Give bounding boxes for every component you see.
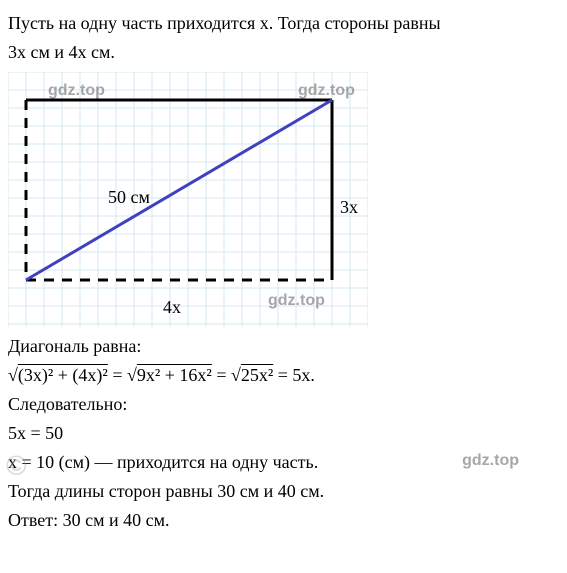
problem-text-2: 3x см и 4x см. [8,39,559,66]
sqrt-2: √9x² + 16x² [127,365,212,385]
sqrt-1: √(3x)² + (4x)² [8,365,108,385]
problem-text-1: Пусть на одну часть приходится x. Тогда … [8,10,559,37]
sqrt-3: √25x² [231,365,273,385]
text-7: Тогда длины сторон равны 30 см и 40 см. [8,481,324,501]
therefore-text: Следовательно: [8,391,559,418]
formula-p1: (3x)² + (4x)² [18,365,108,385]
result-text: Тогда длины сторон равны 30 см и 40 см. [8,478,559,505]
watermark-3: gdz.top [268,292,325,310]
geometry-diagram: gdz.top gdz.top gdz.top 50 см 3x 4x [8,72,368,327]
formula-p2: 9x² + 16x² [137,365,212,385]
side-right-label: 3x [340,197,358,218]
watermark-4: gdz.top [462,449,519,473]
text-1: Пусть на одну часть приходится x. Тогда … [8,13,441,33]
formula-p3: 25x² [241,365,273,385]
diagram-svg [8,72,368,327]
side-bottom-label: 4x [163,297,181,318]
text-5: 5x = 50 [8,423,63,443]
text-6: x = 10 (см) — приходится на одну часть. [8,452,318,472]
eq-1: = [112,365,127,385]
text-4: Следовательно: [8,394,127,414]
text-3: Диагональ равна: [8,336,141,356]
eq-line-2: © x = 10 (см) — приходится на одну часть… [8,449,559,476]
diag-text: Диагональ равна: [8,333,559,360]
copyright-icon: © [6,445,27,487]
eq-line-1: 5x = 50 [8,420,559,447]
watermark-2: gdz.top [298,82,355,100]
eq-2: = [216,365,231,385]
diagonal-label: 50 см [108,187,150,208]
formula-line: √(3x)² + (4x)² = √9x² + 16x² = √25x² = 5… [8,362,559,389]
text-8: Ответ: 30 см и 40 см. [8,510,170,530]
answer-text: Ответ: 30 см и 40 см. [8,507,559,534]
formula-result: = 5x. [278,365,315,385]
text-2: 3x см и 4x см. [8,42,115,62]
watermark-1: gdz.top [48,82,105,100]
